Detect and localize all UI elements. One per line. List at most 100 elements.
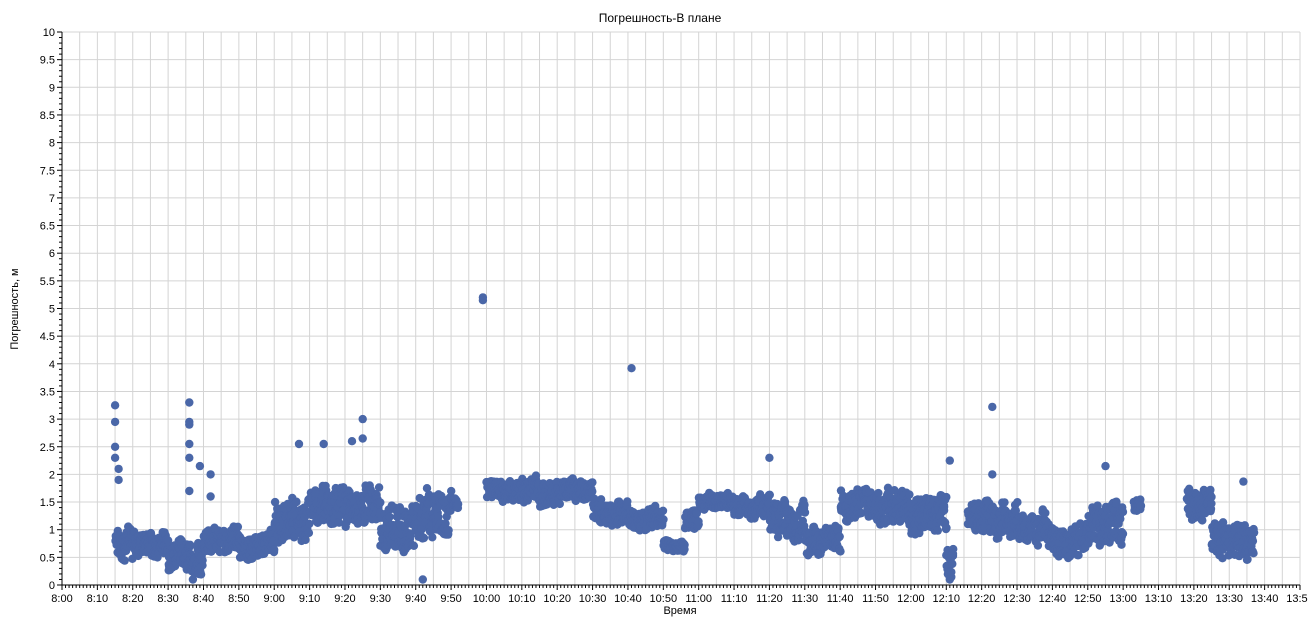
x-tick-label: 9:30 <box>370 593 391 605</box>
data-point <box>428 533 437 542</box>
axes <box>57 31 1301 590</box>
x-tick-label: 12:10 <box>933 593 961 605</box>
data-point <box>358 414 367 424</box>
data-point <box>1218 518 1228 527</box>
data-point <box>680 545 689 554</box>
data-point <box>206 470 215 479</box>
y-tick-label: 5 <box>49 304 55 316</box>
data-point <box>319 439 328 449</box>
data-point <box>185 420 194 429</box>
x-tick-label: 10:20 <box>543 593 571 605</box>
data-point <box>1136 495 1145 504</box>
data-point <box>185 453 194 462</box>
x-tick-label: 10:00 <box>473 593 501 605</box>
y-axis-ticks: 0 0.5 1 1.5 2 2.5 3 3.5 4 4.5 5 5.5 6 6.5 7 7.5 8 8.5 9 9.5… <box>40 27 55 592</box>
x-tick-label: 12:40 <box>1039 593 1067 605</box>
y-tick-label: 1 <box>49 525 55 537</box>
y-tick-label: 1.5 <box>40 497 55 509</box>
data-point <box>185 486 194 496</box>
data-point <box>270 497 280 507</box>
y-tick-label: 8.5 <box>40 110 55 122</box>
data-point <box>1101 461 1110 471</box>
x-tick-label: 13:50 <box>1286 593 1308 605</box>
data-point <box>1249 549 1258 558</box>
x-tick-label: 12:00 <box>897 593 925 605</box>
y-tick-label: 4 <box>49 359 55 371</box>
x-tick-label: 12:30 <box>1003 593 1031 605</box>
x-tick-label: 11:20 <box>756 593 783 605</box>
data-point <box>198 556 207 565</box>
data-point <box>206 492 215 501</box>
data-point <box>1093 501 1102 510</box>
data-point <box>857 508 866 518</box>
data-point <box>627 364 636 373</box>
data-point <box>418 575 427 584</box>
data-point <box>988 470 997 479</box>
data-point <box>120 556 129 565</box>
data-point <box>185 398 194 407</box>
data-point <box>555 499 564 509</box>
data-point <box>358 434 367 443</box>
data-point <box>444 526 453 535</box>
x-tick-label: 12:50 <box>1074 593 1102 605</box>
x-tick-label: 10:40 <box>614 593 642 605</box>
data-point <box>195 461 205 471</box>
y-tick-label: 3.5 <box>40 386 55 398</box>
x-tick-label: 13:00 <box>1109 593 1137 605</box>
data-point <box>1000 498 1009 507</box>
data-point <box>1041 508 1050 518</box>
x-tick-label: 9:00 <box>264 593 285 605</box>
x-tick-label: 10:30 <box>579 593 607 605</box>
data-point <box>406 530 415 540</box>
x-tick-label: 10:10 <box>508 593 536 605</box>
x-tick-label: 9:50 <box>440 593 461 605</box>
y-tick-label: 10 <box>43 27 55 39</box>
data-point <box>933 526 942 535</box>
chart-title: Погрешность-В плане <box>599 11 722 25</box>
data-point <box>1206 485 1215 495</box>
data-point <box>942 492 951 502</box>
y-tick-label: 5.5 <box>40 276 55 288</box>
data-point <box>800 500 809 510</box>
data-point <box>270 545 279 554</box>
data-point <box>1243 555 1252 564</box>
x-tick-label: 8:10 <box>87 593 108 605</box>
data-point <box>836 547 845 556</box>
data-point <box>834 524 843 533</box>
x-tick-label: 9:10 <box>299 593 320 605</box>
data-point <box>110 401 120 410</box>
y-tick-label: 4.5 <box>40 331 55 343</box>
x-tick-label: 13:10 <box>1145 593 1173 605</box>
y-tick-label: 0.5 <box>40 552 55 564</box>
x-tick-label: 8:00 <box>51 593 72 605</box>
data-point <box>114 464 123 474</box>
data-point <box>1218 554 1227 563</box>
data-point <box>188 575 198 584</box>
data-point <box>434 512 443 522</box>
data-point <box>988 402 997 412</box>
data-point <box>417 525 427 534</box>
x-tick-label: 13:20 <box>1180 593 1208 605</box>
data-point <box>305 519 314 529</box>
data-point <box>1117 540 1126 549</box>
data-point <box>301 535 310 545</box>
x-tick-label: 8:20 <box>122 593 143 605</box>
data-point <box>939 502 949 511</box>
data-point <box>588 478 597 487</box>
data-point <box>905 490 914 499</box>
data-point <box>409 541 419 550</box>
data-point <box>1033 541 1043 550</box>
data-point <box>478 296 488 305</box>
data-point <box>374 483 384 492</box>
x-tick-label: 8:40 <box>193 593 214 605</box>
data-point <box>765 490 774 499</box>
data-point <box>1207 492 1216 502</box>
data-point <box>1239 477 1248 486</box>
y-tick-label: 6.5 <box>40 221 55 233</box>
y-tick-label: 9.5 <box>40 55 55 67</box>
x-tick-label: 8:30 <box>157 593 178 605</box>
y-tick-label: 8 <box>49 138 55 150</box>
x-axis-title: Время <box>663 605 696 617</box>
